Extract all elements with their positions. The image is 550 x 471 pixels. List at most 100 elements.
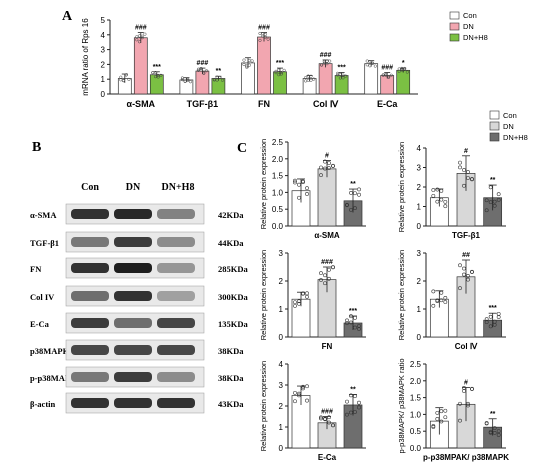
x-axis-title: Col Ⅳ [455,342,478,351]
legend-label: DN [463,22,474,31]
data-point [496,197,501,202]
y-tick-label: 3 [279,249,284,258]
y-tick-label: 0 [279,444,284,453]
data-point [484,421,489,425]
data-point [439,409,444,414]
significance-label: ### [258,25,270,32]
data-point [387,75,391,79]
data-point [357,400,361,405]
y-axis-title: Relative protein expression [259,361,268,451]
data-point [345,321,349,326]
blot-protein-label: E-Ca [30,319,50,329]
blot-protein-label: FN [30,264,42,274]
data-point [470,177,474,182]
x-axis-title: E-Ca [318,453,337,462]
data-point [202,71,206,75]
significance-label: *** [338,65,346,72]
data-point [218,75,222,79]
legend-swatch [449,33,460,42]
data-point [344,74,348,78]
data-point [135,38,139,42]
data-point [365,63,369,67]
y-axis-title: p-p38MAPK/ p38MAPK ratio [397,358,406,453]
data-point [274,71,278,75]
significance-label: ** [490,177,496,184]
legend-label: DN+H8 [503,133,528,142]
data-point [319,271,323,276]
data-point [488,324,493,329]
y-tick-label: 3 [417,249,422,258]
data-point [180,78,184,82]
data-point [458,286,462,291]
data-point [443,296,448,300]
data-point [431,303,436,308]
y-tick-label: 4 [101,31,106,40]
y-axis-title: Relative protein expression [397,250,406,340]
data-point [357,323,361,328]
blot-kda-label: 44KDa [218,238,244,248]
blot-kda-label: 38KDa [218,373,244,383]
data-point [196,67,200,71]
data-point [371,61,375,65]
data-point [389,73,393,77]
blot-kda-label: 38KDa [218,346,244,356]
significance-label: # [464,148,468,155]
blot-kda-label: 43KDa [218,399,244,409]
data-point [435,199,440,204]
blot-band [114,345,152,355]
data-point [435,417,440,421]
legend-swatch [489,110,500,120]
y-axis-title: Relative protein expression [259,250,268,340]
y-tick-label: 0 [279,333,284,342]
data-point [297,299,301,304]
data-point [443,415,448,420]
bar-dn [317,168,337,227]
data-point [353,206,357,211]
data-point [263,32,267,36]
panel-c-legend: Con DN DN+H8 [489,110,528,142]
x-axis-title: TGF-β1 [452,231,481,240]
legend-swatch [489,132,500,142]
data-point [439,197,444,202]
data-point [180,76,184,80]
data-point [328,59,332,63]
data-point [492,322,497,327]
data-point [327,166,331,171]
data-point [305,192,309,196]
blot-band [71,345,109,355]
data-point [153,75,158,79]
panel-label-b: B [32,140,41,155]
y-tick-label: 2 [279,277,284,286]
y-tick-label: 0.5 [272,205,284,214]
data-point [488,200,493,205]
data-point [322,61,326,65]
blot-band [71,237,109,247]
data-point [349,393,353,398]
data-point [458,165,462,170]
x-category-label: TGF-β1 [187,99,219,109]
data-point [301,384,305,389]
data-point [357,192,361,197]
data-point [365,59,369,63]
panel-c-protein-charts: 0.0 0.5 1.0 1.5 2.0 2.5 Relative protein expre… [259,138,509,462]
data-point [319,415,323,420]
blot-band [71,372,109,382]
data-point [466,176,470,180]
data-point [492,426,497,431]
data-point [304,76,308,80]
data-point [309,74,313,78]
data-point [462,272,466,277]
data-point [357,405,361,410]
blot-band [157,263,195,273]
significance-label: ** [216,68,222,75]
data-point [338,76,342,80]
data-point [349,410,353,415]
data-point [220,78,225,82]
data-point [327,161,331,166]
data-point [250,59,254,63]
data-point [242,58,246,62]
data-point [327,420,331,425]
data-point [349,320,353,325]
data-point [353,191,357,196]
